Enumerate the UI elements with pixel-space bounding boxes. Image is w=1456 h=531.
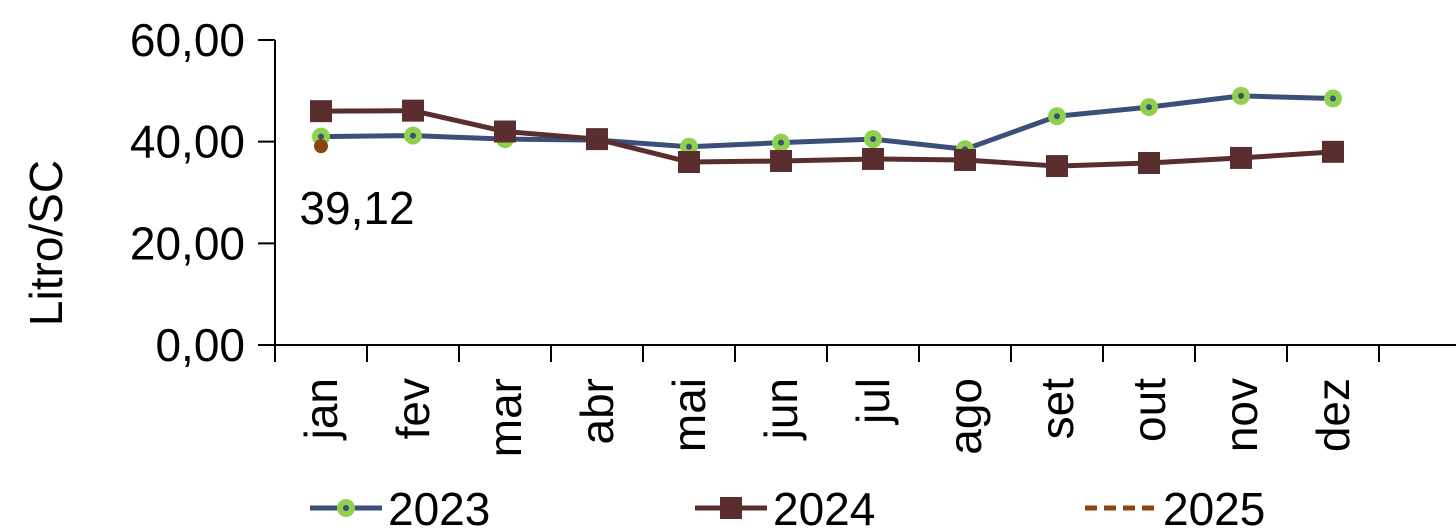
series-2024-point (678, 151, 700, 173)
x-tick-label: mai (663, 378, 715, 452)
x-tick-label: fev (387, 378, 439, 439)
series-layer (310, 86, 1344, 178)
y-tick-label: 60,00 (130, 14, 245, 66)
series-2024-point (310, 100, 332, 123)
series-2024-point (954, 148, 976, 171)
series-2023-point-center (870, 136, 876, 143)
x-tick-label: dez (1307, 378, 1359, 452)
legend-2025-label: 2025 (1163, 483, 1265, 531)
y-axis-title: Litro/SC (20, 160, 72, 326)
series-2024-line (320, 108, 1334, 169)
x-tick-label: mar (479, 378, 531, 457)
series-2024-point (402, 99, 424, 122)
series-2024-point (1230, 146, 1252, 169)
series-2024-point (770, 149, 792, 172)
x-tick-label: nov (1215, 378, 1267, 452)
series-2023-point-center (410, 132, 416, 139)
series-2023-point-center (318, 133, 324, 140)
data-label: 39,12 (299, 182, 414, 234)
series-2024-point (586, 128, 608, 151)
series-2023-line (320, 93, 1334, 152)
y-tick-label: 0,00 (155, 319, 245, 371)
series-2024-point (494, 120, 516, 143)
series-2024-point (1138, 152, 1160, 175)
legend-2023-label: 2023 (388, 483, 490, 531)
legend-2024-label: 2024 (773, 483, 875, 531)
series-2024-point (1046, 155, 1068, 178)
axes: 0,00 20,00 40,00 60,00 Litro/SC jan fev mar abr m… (20, 14, 1456, 457)
x-tick-label: abr (571, 378, 623, 444)
legend-2023-marker-center (343, 505, 349, 511)
series-2025-point (314, 139, 328, 154)
legend: 2023 2024 2025 (310, 483, 1265, 531)
x-tick-label: jan (295, 378, 347, 441)
series-2023-point-center (1146, 104, 1152, 111)
x-tick-label: set (1031, 378, 1083, 440)
x-tick-label: jul (847, 378, 899, 426)
labels-layer: 39,12 (299, 182, 414, 234)
series-2023-point-center (778, 139, 784, 146)
y-tick-label: 20,00 (130, 217, 245, 269)
y-tick-label: 40,00 (130, 116, 245, 168)
series-2023-point-center (1238, 92, 1244, 99)
series-2023-point-center (1054, 113, 1060, 120)
x-tick-label: ago (939, 378, 991, 455)
series-2023-point-center (1330, 95, 1336, 102)
series-2023-point-center (686, 143, 692, 150)
x-tick-label: jun (755, 378, 807, 441)
series-2024-point (1322, 140, 1344, 163)
x-tick-label: out (1123, 378, 1175, 442)
legend-2024-marker (720, 497, 742, 519)
series-2024-point (862, 147, 884, 170)
